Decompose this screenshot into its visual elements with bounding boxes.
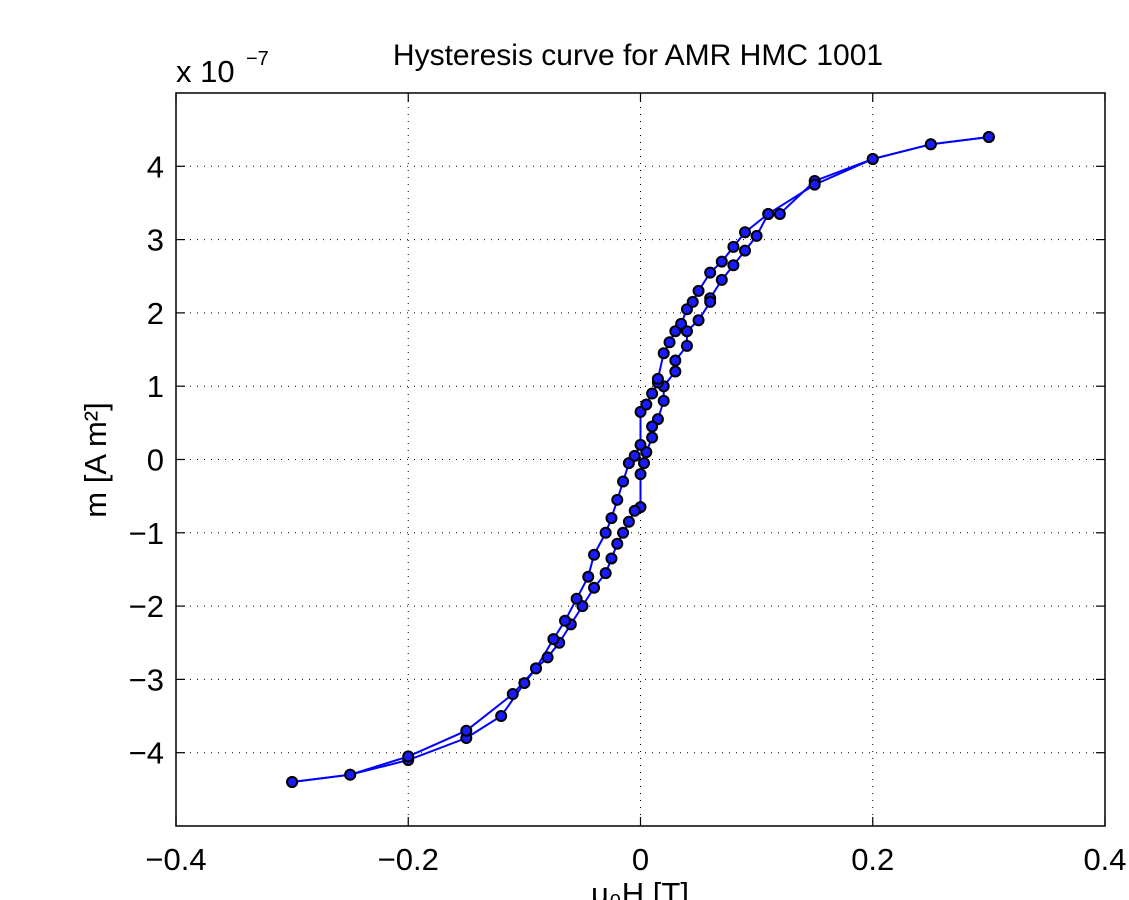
series-2-point	[599, 526, 612, 539]
series-2-point	[808, 178, 821, 191]
series-2-point	[588, 548, 601, 561]
series-1-point	[669, 354, 682, 367]
series-layer	[286, 130, 995, 789]
series-1-point	[599, 567, 612, 580]
series-2-point	[570, 592, 583, 605]
series-2-point	[634, 438, 647, 451]
series-2-point	[646, 387, 659, 400]
series-2-point	[675, 317, 688, 330]
series-2-point	[704, 266, 717, 279]
x-tick-label: 0.4	[1083, 842, 1126, 877]
series-2-point	[582, 570, 595, 583]
series-1-point	[605, 552, 618, 565]
series-2-point	[651, 372, 664, 385]
series-1-point	[588, 581, 601, 594]
y-tick-label: 0	[147, 443, 164, 478]
series-2-point	[529, 662, 542, 675]
x-axis-label: μ₀H [T]	[591, 876, 689, 900]
series-1-point	[739, 244, 752, 257]
series-1-point	[773, 207, 786, 220]
series-1-point	[646, 431, 659, 444]
series-2-point	[657, 347, 670, 360]
y-tick-label: 3	[147, 223, 164, 258]
series-2-point	[663, 336, 676, 349]
series-1-point	[715, 273, 728, 286]
x-tick-label: −0.4	[145, 842, 206, 877]
series-2-point	[686, 295, 699, 308]
tick-layer: −0.4 −0.2 0 0.2 0.4 −4 −3 −2 −1 0 1 2 3 4	[129, 93, 1127, 877]
series-2-point	[866, 152, 879, 165]
series-1-point	[495, 710, 508, 723]
y-tick-label: 1	[147, 369, 164, 404]
series-2-point	[460, 724, 473, 737]
series-2-point	[924, 138, 937, 151]
grid-layer	[176, 93, 1105, 826]
series-2-point	[715, 255, 728, 268]
series-1-point	[750, 229, 763, 242]
series-1-point	[634, 468, 647, 481]
series-2-point	[605, 512, 618, 525]
y-tick-label: 2	[147, 296, 164, 331]
series-1-point	[541, 651, 554, 664]
series-2-point	[739, 226, 752, 239]
series-2-point	[727, 240, 740, 253]
series-1-point	[611, 537, 624, 550]
series-1-point	[622, 515, 635, 528]
y-tick-label: −3	[129, 662, 164, 697]
series-2-point	[402, 750, 415, 763]
series-2-point	[611, 493, 624, 506]
chart-title: Hysteresis curve for AMR HMC 1001	[393, 39, 883, 72]
series-2-point	[547, 633, 560, 646]
series-2-point	[640, 398, 653, 411]
series-2-point	[982, 130, 995, 143]
y-tick-label: −1	[129, 516, 164, 551]
series-1-point	[657, 394, 670, 407]
y-axis-label: m [A m²]	[78, 402, 113, 517]
x-tick-label: 0	[632, 842, 649, 877]
series-1-point	[669, 365, 682, 378]
y-tick-label: 4	[147, 149, 164, 184]
series-2-point	[286, 776, 299, 789]
x-tick-label: −0.2	[378, 842, 439, 877]
y-exponent-base: x 10	[176, 54, 235, 89]
series-1-point	[628, 504, 641, 517]
series-1-point	[617, 526, 630, 539]
series-2-point	[506, 688, 519, 701]
series-1-point	[518, 677, 531, 690]
series-2-point	[692, 284, 705, 297]
y-exponent-power: −7	[246, 48, 269, 70]
series-1-point	[646, 420, 659, 433]
series-1-point	[692, 314, 705, 327]
series-1-point	[704, 295, 717, 308]
series-1-point	[680, 339, 693, 352]
series-1-point	[637, 457, 650, 470]
y-tick-label: −2	[129, 589, 164, 624]
y-tick-label: −4	[129, 736, 164, 771]
series-1-point	[727, 259, 740, 272]
series-2-point	[628, 449, 641, 462]
series-2-point	[762, 207, 775, 220]
series-2-point	[344, 768, 357, 781]
x-tick-label: 0.2	[851, 842, 894, 877]
series-2-point	[617, 475, 630, 488]
series-2-point	[559, 614, 572, 627]
